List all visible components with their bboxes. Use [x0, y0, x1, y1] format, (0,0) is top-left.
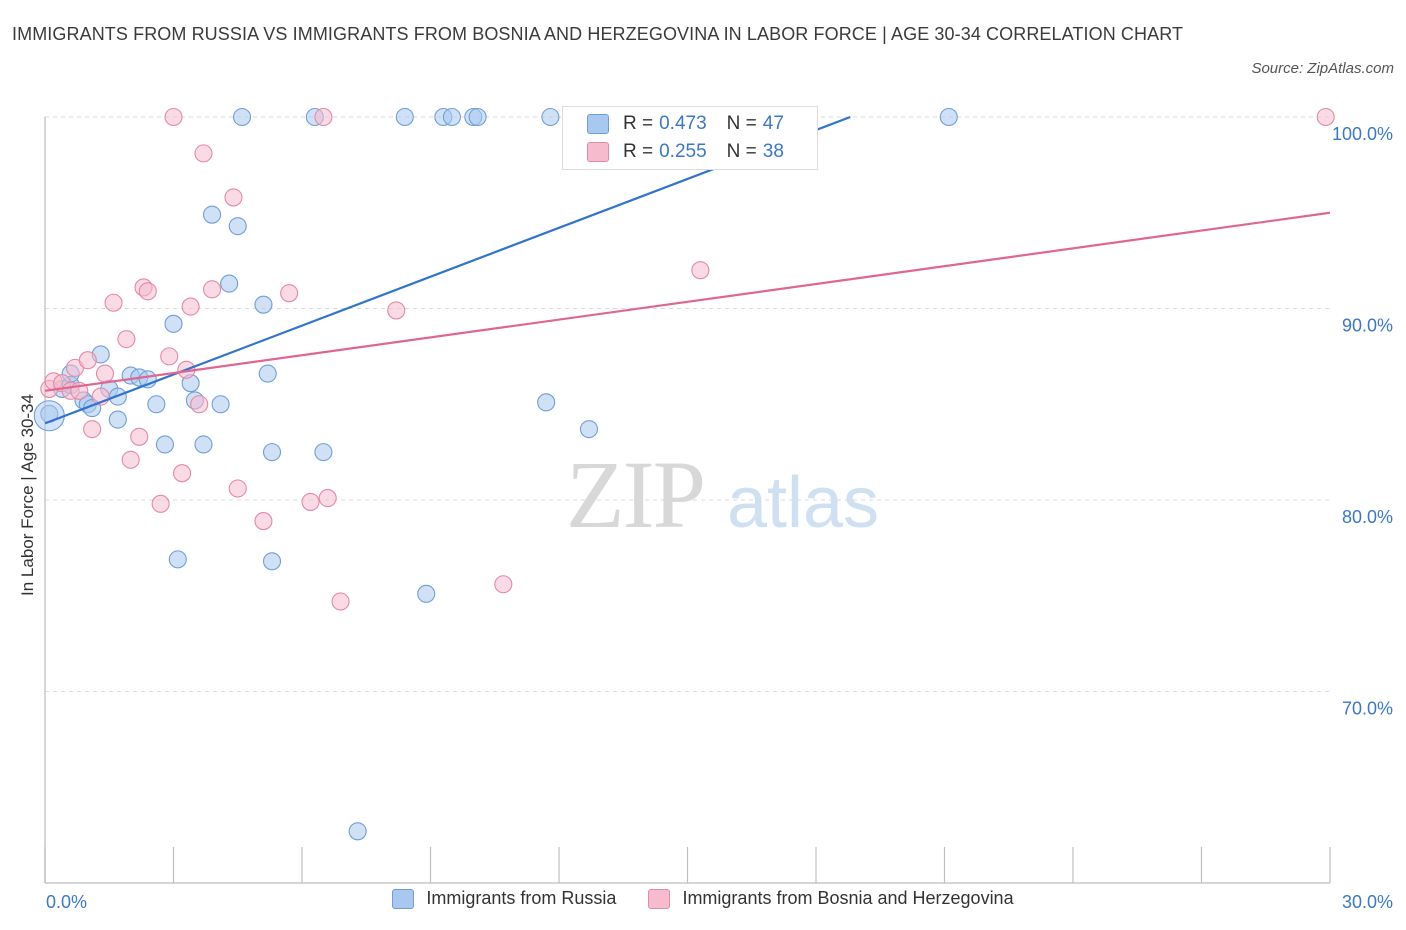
legend-item-bosnia: Immigrants from Bosnia and Herzegovina [648, 888, 1014, 909]
point-russia [314, 443, 333, 462]
swatch-russia [587, 114, 609, 134]
point-bosnia [83, 420, 102, 439]
point-bosnia [78, 351, 97, 370]
point-russia [203, 205, 222, 224]
point-bosnia [121, 450, 140, 469]
r-value: 0.255 [659, 141, 707, 162]
point-bosnia [691, 261, 710, 280]
point-bosnia [117, 330, 136, 349]
point-russia [232, 107, 252, 127]
trend-line-bosnia [44, 211, 1331, 392]
legend-row-russia: R = 0.473 N = 47 [587, 111, 784, 137]
source-label: Source: ZipAtlas.com [1251, 60, 1394, 77]
point-bosnia [254, 512, 273, 531]
watermark-atlas: atlas [727, 463, 879, 543]
y-tick-label: 100.0% [1332, 124, 1393, 144]
x-tick-label: 0.0% [46, 892, 87, 912]
point-russia [147, 395, 166, 414]
point-bosnia [95, 364, 115, 383]
point-russia [395, 107, 414, 127]
legend-item-russia: Immigrants from Russia [392, 888, 616, 909]
x-tick-label: 30.0% [1342, 892, 1393, 912]
correlation-legend: R = 0.473 N = 47 R = 0.255 N = 38 [562, 106, 818, 170]
y-tick-label: 70.0% [1342, 699, 1393, 719]
point-russia [258, 364, 277, 383]
r-value: 0.473 [659, 113, 707, 134]
axes [44, 117, 1331, 884]
point-russia [220, 274, 239, 293]
point-bosnia [494, 575, 513, 594]
point-russia [168, 550, 187, 569]
n-value: 38 [762, 141, 784, 162]
point-bosnia [181, 297, 200, 316]
point-russia [939, 107, 958, 127]
point-bosnia [387, 301, 406, 320]
n-value: 47 [762, 113, 784, 134]
point-russia [254, 295, 273, 314]
watermark: ZIP atlas [566, 441, 879, 548]
point-bosnia [224, 188, 243, 207]
point-russia [228, 217, 247, 236]
point-bosnia [138, 282, 157, 301]
point-bosnia [203, 280, 222, 299]
point-russia [211, 395, 230, 414]
point-russia [155, 435, 174, 454]
point-bosnia [331, 592, 350, 611]
point-russia-cluster [33, 400, 65, 432]
swatch-bosnia [587, 142, 609, 162]
point-bosnia [301, 492, 320, 511]
point-bosnia [160, 347, 179, 366]
point-bosnia [1316, 107, 1335, 127]
tick-labels: 70.0% 80.0% 90.0% 100.0% 0.0% 30.0% [46, 124, 1393, 912]
point-russia [164, 314, 183, 333]
point-russia [541, 107, 560, 127]
point-bosnia [228, 479, 247, 498]
point-bosnia [318, 489, 337, 508]
point-russia [108, 410, 127, 429]
data-points [33, 107, 1335, 841]
y-tick-label: 90.0% [1342, 316, 1393, 336]
point-bosnia [104, 293, 123, 312]
point-bosnia [151, 494, 170, 513]
point-russia [417, 584, 436, 603]
legend-row-bosnia: R = 0.255 N = 38 [587, 139, 784, 165]
series-legend: Immigrants from Russia Immigrants from B… [0, 888, 1406, 909]
legend-label-bosnia: Immigrants from Bosnia and Herzegovina [682, 888, 1014, 908]
point-bosnia [314, 107, 333, 127]
chart-title: IMMIGRANTS FROM RUSSIA VS IMMIGRANTS FRO… [12, 24, 1184, 44]
point-russia [579, 420, 599, 439]
point-russia [537, 393, 556, 412]
point-russia [468, 107, 487, 127]
watermark-zip: ZIP [566, 441, 704, 548]
point-bosnia [190, 395, 209, 414]
point-russia [262, 443, 282, 462]
point-russia [262, 552, 282, 571]
legend-label-russia: Immigrants from Russia [426, 888, 617, 908]
point-bosnia [194, 144, 213, 163]
r-label: R = [623, 113, 654, 134]
point-russia [194, 435, 213, 454]
point-bosnia [280, 284, 299, 303]
r-label: R = [623, 141, 654, 162]
point-bosnia [173, 464, 192, 483]
n-label: N = [726, 113, 757, 134]
point-bosnia [130, 427, 149, 446]
point-russia [348, 822, 367, 841]
legend-swatch-bosnia [648, 888, 671, 909]
legend-swatch-russia [392, 888, 415, 909]
point-russia [442, 107, 461, 127]
y-tick-label: 80.0% [1342, 507, 1393, 527]
point-bosnia [164, 107, 183, 127]
n-label: N = [726, 141, 757, 162]
